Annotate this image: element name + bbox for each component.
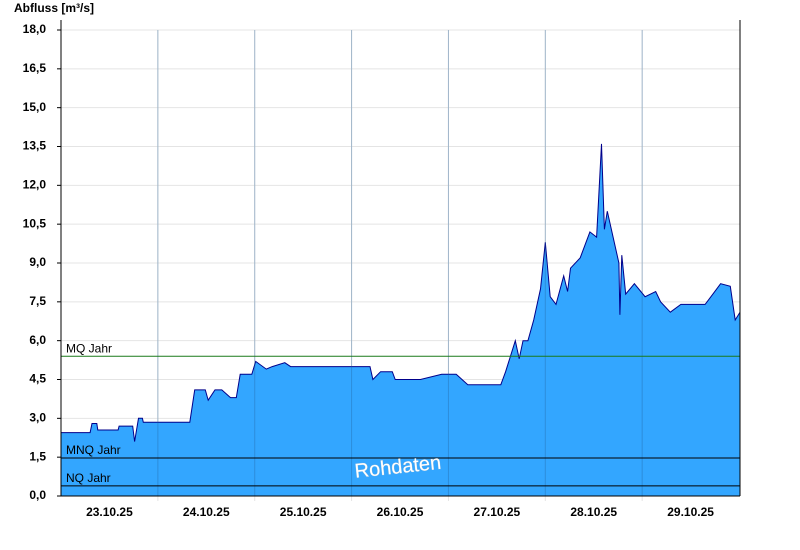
y-tick-label: 9,0 (29, 255, 46, 269)
x-tick-label: 26.10.25 (377, 505, 424, 519)
y-tick-label: 0,0 (29, 488, 46, 502)
x-tick-label: 23.10.25 (86, 505, 133, 519)
reference-label: MQ Jahr (66, 341, 112, 355)
y-tick-label: 3,0 (29, 411, 46, 425)
x-tick-label: 24.10.25 (183, 505, 230, 519)
y-tick-label: 15,0 (23, 100, 47, 114)
reference-label: NQ Jahr (66, 471, 111, 485)
y-tick-label: 12,0 (23, 178, 47, 192)
y-tick-label: 10,5 (23, 216, 47, 230)
area (61, 143, 740, 496)
x-tick-label: 27.10.25 (474, 505, 521, 519)
y-tick-label: 18,0 (23, 22, 47, 36)
reference-label: MNQ Jahr (66, 443, 121, 457)
y-tick-label: 6,0 (29, 333, 46, 347)
y-tick-label: 13,5 (23, 139, 47, 153)
y-tick-label: 16,5 (23, 61, 47, 75)
y-tick-label: 4,5 (29, 372, 46, 386)
x-tick-label: 29.10.25 (667, 505, 714, 519)
y-axis-label: Abfluss [m³/s] (14, 1, 94, 15)
area-line (61, 143, 741, 442)
x-tick-label: 28.10.25 (570, 505, 617, 519)
y-tick-label: 1,5 (29, 449, 46, 463)
x-tick-label: 25.10.25 (280, 505, 327, 519)
y-tick-label: 7,5 (29, 294, 46, 308)
